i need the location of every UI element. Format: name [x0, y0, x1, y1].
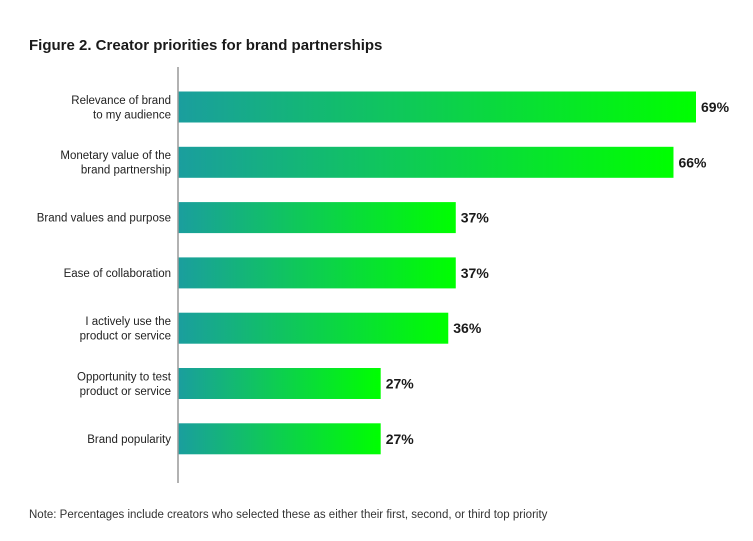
- data-label: 36%: [453, 320, 482, 336]
- bar: [178, 257, 456, 289]
- data-label: 69%: [701, 99, 730, 115]
- bar: [178, 312, 449, 344]
- data-label: 66%: [678, 154, 707, 170]
- data-label: 27%: [386, 376, 415, 392]
- category-label: Brand popularity: [87, 434, 171, 446]
- category-label-line: product or service: [80, 386, 171, 398]
- category-label-line: Relevance of brand: [71, 95, 171, 107]
- category-label-line: I actively use the: [85, 316, 171, 328]
- category-label: I actively use the product or service: [80, 316, 171, 343]
- footnote: Note: Percentages include creators who s…: [29, 509, 548, 521]
- category-label-line: to my audience: [93, 109, 171, 121]
- category-label-line: Brand popularity: [87, 434, 171, 446]
- bar: [178, 146, 674, 178]
- category-label-line: Brand values and purpose: [37, 213, 171, 225]
- category-label-line: Opportunity to test: [77, 371, 172, 383]
- category-label: Ease of collaboration: [64, 268, 171, 280]
- bar: [178, 368, 381, 399]
- data-label: 37%: [461, 265, 490, 281]
- category-label: Brand values and purpose: [37, 213, 171, 225]
- category-label: Relevance of brand to my audience: [71, 95, 171, 122]
- category-label-line: Monetary value of the: [60, 150, 171, 162]
- category-label-line: brand partnership: [81, 165, 171, 177]
- data-label: 27%: [386, 431, 415, 447]
- category-label-line: Ease of collaboration: [64, 268, 171, 280]
- bar: [178, 423, 381, 455]
- category-label: Monetary value of the brand partnership: [60, 150, 171, 177]
- bar: [178, 91, 696, 123]
- category-label-line: product or service: [80, 330, 171, 342]
- bar: [178, 202, 456, 234]
- data-label: 37%: [461, 210, 490, 226]
- bars-layer: 69% Relevance of brand to my audience 66% Mo…: [37, 91, 730, 455]
- category-label: Opportunity to test product or service: [77, 371, 172, 398]
- chart-title: Figure 2. Creator priorities for brand p…: [29, 37, 383, 54]
